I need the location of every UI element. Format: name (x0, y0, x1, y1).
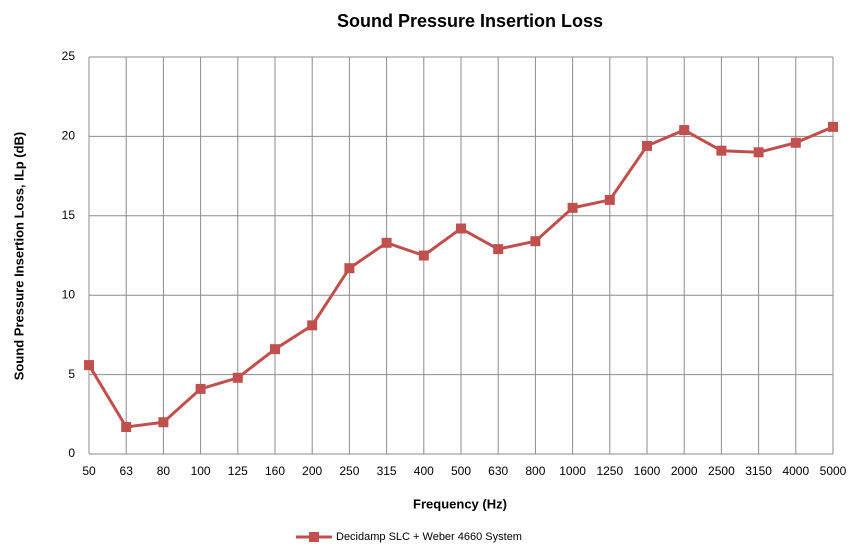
x-axis-title: Frequency (Hz) (413, 496, 507, 511)
x-tick-label: 1000 (559, 464, 586, 478)
marker (530, 236, 541, 247)
x-tick-label: 80 (157, 464, 171, 478)
y-tick-label: 5 (68, 367, 75, 381)
marker (195, 383, 206, 394)
y-axis-title: Sound Pressure Insertion Loss, ILp (dB) (11, 132, 26, 380)
marker (716, 145, 727, 156)
x-tick-label: 160 (265, 464, 285, 478)
x-tick-label: 630 (488, 464, 508, 478)
legend-marker (309, 532, 319, 542)
x-tick-label: 4000 (782, 464, 809, 478)
x-tick-label: 2000 (671, 464, 698, 478)
y-tick-label: 10 (62, 287, 76, 301)
x-tick-label: 2500 (708, 464, 735, 478)
marker (344, 263, 355, 274)
x-tick-label: 315 (377, 464, 397, 478)
x-tick-label: 500 (451, 464, 471, 478)
marker (567, 202, 578, 213)
x-tick-label: 63 (120, 464, 134, 478)
chart-title: Sound Pressure Insertion Loss (337, 11, 603, 31)
marker (790, 137, 801, 148)
x-tick-label: 3150 (745, 464, 772, 478)
marker (642, 140, 652, 151)
marker (679, 125, 690, 136)
marker (381, 237, 392, 248)
marker (753, 147, 764, 158)
y-tick-label: 15 (62, 208, 76, 222)
y-tick-label: 25 (62, 49, 76, 63)
marker (121, 422, 132, 433)
x-tick-label: 1600 (634, 464, 661, 478)
x-tick-label: 250 (339, 464, 359, 478)
y-tick-label: 0 (68, 446, 75, 460)
marker (84, 360, 94, 371)
marker (604, 194, 615, 205)
marker (232, 372, 243, 383)
legend-label: Decidamp SLC + Weber 4660 System (336, 531, 522, 543)
marker (158, 417, 169, 428)
x-tick-label: 125 (228, 464, 248, 478)
marker (828, 121, 838, 132)
marker (270, 344, 280, 355)
x-tick-label: 200 (302, 464, 322, 478)
x-tick-label: 400 (414, 464, 434, 478)
x-tick-label: 1250 (596, 464, 623, 478)
y-tick-label: 20 (62, 129, 76, 143)
marker (307, 320, 318, 331)
marker (456, 223, 466, 234)
x-tick-label: 5000 (820, 464, 847, 478)
x-tick-label: 800 (525, 464, 545, 478)
x-tick-label: 50 (82, 464, 96, 478)
marker (418, 250, 429, 261)
marker (493, 244, 504, 255)
x-tick-label: 100 (191, 464, 211, 478)
